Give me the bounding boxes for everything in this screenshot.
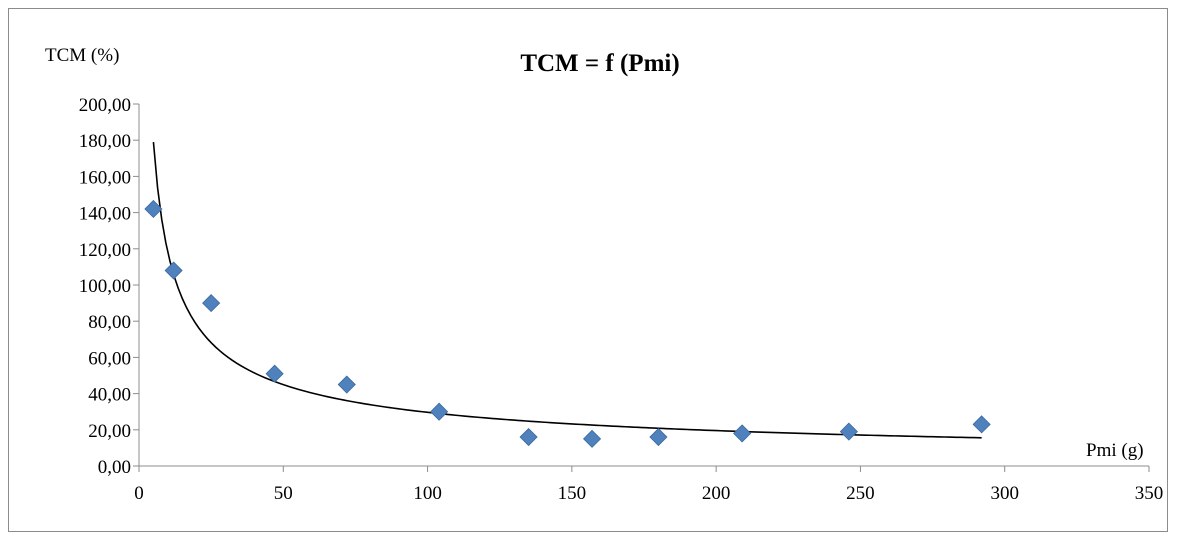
x-tick-label: 50 <box>274 483 293 504</box>
data-point-diamond <box>265 364 284 383</box>
y-tick-label: 120,00 <box>79 240 131 261</box>
data-point-diamond <box>582 429 602 448</box>
x-tick-label: 0 <box>134 483 144 504</box>
x-tick-label: 200 <box>702 483 731 504</box>
trendline <box>152 142 982 439</box>
chart-svg: TCM = f (Pmi) TCM (%) Pmi (g) 0,00 20,00 4… <box>45 45 1164 504</box>
data-point-diamond <box>519 427 538 447</box>
x-tick-label: 150 <box>558 483 587 504</box>
chart-title: TCM = f (Pmi) <box>520 50 679 77</box>
data-point-diamond <box>430 402 449 421</box>
ticks-layer: 0,00 20,00 40,00 60,00 80,00 100,00 120,00 140,… <box>79 95 1164 504</box>
x-axis-title: Pmi (g) <box>1086 440 1144 461</box>
data-point-diamond <box>202 294 221 313</box>
y-tick-label: 40,00 <box>88 385 131 406</box>
data-point-diamond <box>972 415 991 434</box>
y-tick-label: 100,00 <box>79 276 131 297</box>
data-point-diamond <box>733 424 752 443</box>
y-tick-label: 80,00 <box>88 312 131 333</box>
y-tick-label: 180,00 <box>79 131 131 152</box>
x-tick-label: 350 <box>1135 483 1164 504</box>
trend-layer <box>152 142 982 439</box>
data-point-diamond <box>144 199 163 219</box>
y-tick-label: 160,00 <box>79 167 131 188</box>
data-point-diamond <box>839 422 858 441</box>
chart-frame: TCM = f (Pmi) TCM (%) Pmi (g) 0,00 20,00 4… <box>8 8 1168 532</box>
data-point-diamond <box>337 375 356 394</box>
data-point-diamond <box>649 427 668 447</box>
x-tick-label: 300 <box>990 483 1019 504</box>
y-tick-label: 140,00 <box>79 204 131 225</box>
axes-layer <box>133 103 1150 472</box>
x-tick-label: 100 <box>413 483 442 504</box>
y-tick-label: 200,00 <box>79 95 131 116</box>
y-tick-label: 20,00 <box>88 421 131 442</box>
y-axis-title: TCM (%) <box>45 45 119 66</box>
data-point-diamond <box>164 261 183 280</box>
y-tick-label: 60,00 <box>88 348 131 369</box>
x-tick-label: 250 <box>846 483 875 504</box>
points-layer <box>144 199 991 448</box>
y-tick-label: 0,00 <box>98 457 131 478</box>
